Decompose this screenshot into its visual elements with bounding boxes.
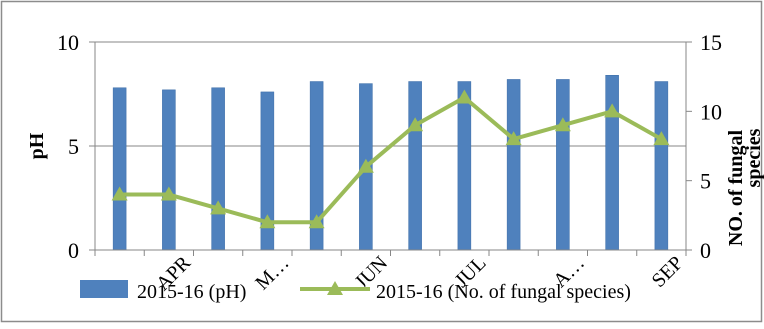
triangle-marker: [210, 200, 227, 215]
triangle-marker: [111, 186, 128, 201]
line-fungal-species: [119, 95, 663, 225]
bar-ph: [112, 87, 127, 251]
axes: [89, 41, 692, 256]
legend-marker-triangle: [327, 281, 343, 295]
bar-ph: [605, 75, 619, 251]
right-tick-label: 15: [700, 30, 722, 55]
left-tick-label: 10: [57, 30, 79, 55]
legend-swatch-bar: [80, 280, 128, 298]
bar-ph: [162, 89, 176, 251]
bar-ph: [506, 79, 521, 251]
triangle-marker: [357, 158, 374, 173]
right-axis-title-line1: NO. of fungal: [725, 129, 747, 246]
bar-ph: [457, 81, 472, 251]
bar-ph: [211, 87, 225, 251]
triangle-marker: [604, 103, 621, 118]
bar-ph: [556, 79, 570, 251]
bar-ph: [408, 81, 422, 251]
line-series-fungal-species: [111, 89, 670, 229]
triangle-marker: [653, 131, 670, 146]
left-axis-title: pH: [26, 132, 48, 159]
left-tick-label: 0: [68, 238, 79, 263]
legend-label-bar: 2015-16 (pH): [137, 281, 246, 303]
triangle-marker: [554, 117, 571, 132]
right-tick-label: 10: [700, 99, 722, 124]
left-tick-label: 5: [68, 134, 79, 159]
triangle-marker: [259, 214, 276, 229]
legend: 2015-16 (pH) 2015-16 (No. of fungal speci…: [80, 280, 631, 303]
triangle-marker: [407, 117, 424, 132]
bar-ph: [654, 81, 669, 251]
right-axis-title-line2: species: [743, 128, 764, 187]
triangle-marker: [456, 89, 473, 104]
legend-label-line: 2015-16 (No. of fungal species): [376, 281, 631, 303]
triangle-marker: [308, 214, 325, 229]
triangle-marker: [160, 186, 177, 201]
right-tick-label: 0: [700, 238, 711, 263]
right-tick-label: 5: [700, 169, 711, 194]
triangle-marker: [505, 131, 522, 146]
